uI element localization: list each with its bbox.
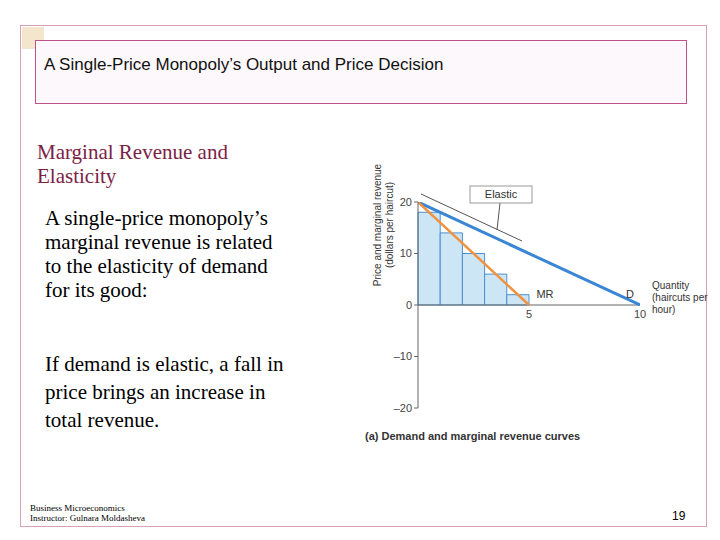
html-text:Business Microeconomics: Business Microeconomics <box>30 503 125 513</box>
svg-text:–20: –20 <box>394 402 412 414</box>
svg-text:20: 20 <box>400 196 412 208</box>
html-text:(a) Demand and marginal revenu: (a) Demand and marginal revenue curves <box>365 430 581 442</box>
html-text:marginal revenue is related: marginal revenue is related <box>45 230 273 254</box>
html-text:Elasticity: Elasticity <box>37 164 117 188</box>
svg-text:–10: –10 <box>394 350 412 362</box>
svg-text:MR: MR <box>536 288 553 300</box>
svg-text:Elastic: Elastic <box>485 188 518 200</box>
html-text:total revenue.: total revenue. <box>45 408 160 432</box>
svg-text:D: D <box>626 288 634 300</box>
html-text:A Single-Price Monopoly’s Outp: A Single-Price Monopoly’s Output and Pri… <box>44 55 444 74</box>
svg-text:0: 0 <box>406 299 412 311</box>
html-text:Marginal Revenue and: Marginal Revenue and <box>37 140 228 164</box>
html-text:Price and marginal revenue (do: Price and marginal revenue (dollars per … <box>372 163 395 287</box>
html-text:for its good:: for its good: <box>45 278 148 302</box>
html-text:A single-price monopoly’s: A single-price monopoly’s <box>45 206 268 230</box>
html-text:price brings an increase in: price brings an increase in <box>45 380 266 404</box>
html-text:19: 19 <box>672 509 686 523</box>
html-text:to the elasticity of demand: to the elasticity of demand <box>45 254 268 278</box>
html-text:Quantity (haircuts per hour): Quantity (haircuts per hour) <box>652 280 708 315</box>
svg-text:10: 10 <box>634 308 646 320</box>
svg-text:5: 5 <box>526 308 532 320</box>
html-text:Instructor: Gulnara Moldasheva: Instructor: Gulnara Moldasheva <box>30 513 145 523</box>
svg-text:10: 10 <box>400 247 412 259</box>
html-text:If demand is elastic, a fall i: If demand is elastic, a fall in <box>45 352 284 376</box>
